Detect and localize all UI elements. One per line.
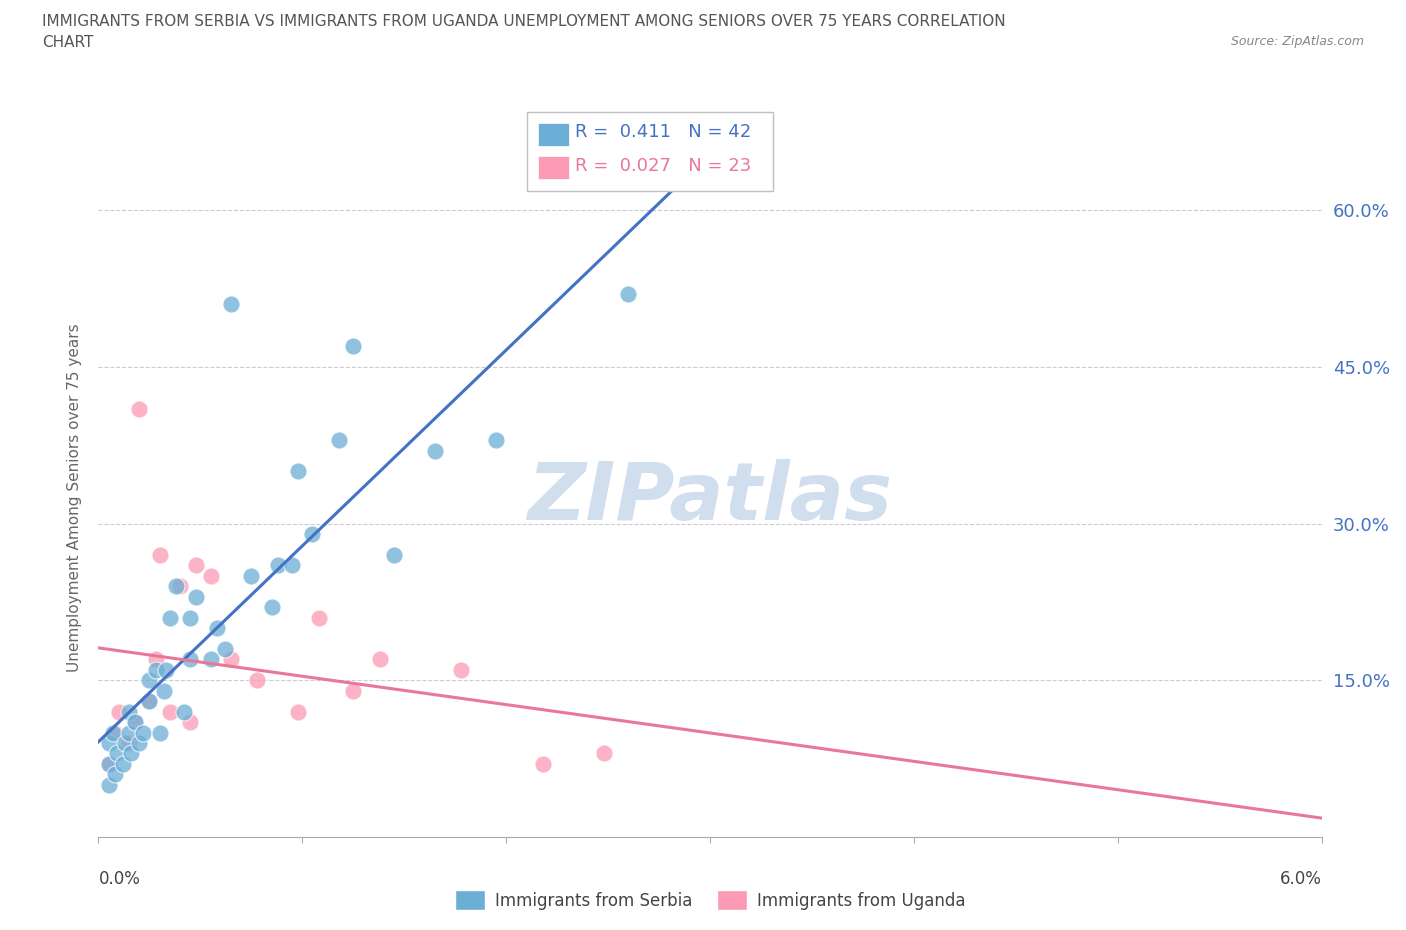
Point	[200, 652, 222, 667]
Point	[155, 662, 177, 677]
Point	[124, 714, 146, 729]
Point	[97, 777, 120, 792]
Point	[287, 464, 309, 479]
Text: Source: ZipAtlas.com: Source: ZipAtlas.com	[1230, 35, 1364, 48]
Point	[205, 620, 228, 635]
Point	[97, 736, 120, 751]
Point	[219, 297, 242, 312]
Point	[114, 736, 136, 751]
Text: IMMIGRANTS FROM SERBIA VS IMMIGRANTS FROM UGANDA UNEMPLOYMENT AMONG SENIORS OVER: IMMIGRANTS FROM SERBIA VS IMMIGRANTS FRO…	[42, 14, 1005, 29]
Point	[145, 652, 167, 667]
Point	[138, 694, 160, 709]
Point	[179, 714, 201, 729]
Point	[301, 526, 323, 541]
Point	[308, 610, 330, 625]
Point	[149, 548, 172, 563]
Text: 6.0%: 6.0%	[1279, 870, 1322, 887]
Point	[267, 558, 290, 573]
Point	[342, 684, 364, 698]
Point	[97, 756, 120, 771]
Point	[382, 548, 405, 563]
Point	[593, 746, 616, 761]
Point	[108, 704, 131, 719]
Point	[450, 662, 472, 677]
Point	[118, 704, 141, 719]
Point	[169, 578, 191, 593]
Point	[246, 673, 269, 688]
Point	[128, 402, 150, 417]
Point	[219, 652, 242, 667]
Point	[159, 704, 181, 719]
Point	[152, 684, 174, 698]
Y-axis label: Unemployment Among Seniors over 75 years: Unemployment Among Seniors over 75 years	[66, 324, 82, 671]
Text: R =  0.411   N = 42: R = 0.411 N = 42	[575, 123, 751, 141]
Point	[118, 736, 141, 751]
Point	[179, 610, 201, 625]
Point	[120, 746, 142, 761]
Point	[132, 725, 155, 740]
Point	[105, 746, 128, 761]
Point	[159, 610, 181, 625]
Text: CHART: CHART	[42, 35, 94, 50]
Point	[368, 652, 391, 667]
Point	[138, 694, 160, 709]
Point	[173, 704, 195, 719]
Point	[342, 339, 364, 353]
Point	[101, 725, 124, 740]
Point	[260, 600, 283, 615]
Point	[111, 756, 134, 771]
Point	[186, 558, 208, 573]
Point	[240, 568, 263, 583]
Point	[149, 725, 172, 740]
Point	[617, 286, 640, 301]
Point	[145, 662, 167, 677]
Text: R =  0.027   N = 23: R = 0.027 N = 23	[575, 156, 751, 175]
Point	[104, 767, 127, 782]
Point	[179, 652, 201, 667]
Point	[138, 673, 160, 688]
Point	[214, 642, 236, 657]
Point	[485, 432, 508, 447]
Text: 0.0%: 0.0%	[98, 870, 141, 887]
Point	[328, 432, 350, 447]
Point	[200, 568, 222, 583]
Point	[531, 756, 554, 771]
Point	[104, 725, 127, 740]
Point	[281, 558, 304, 573]
Point	[118, 725, 141, 740]
Point	[423, 443, 446, 458]
Point	[186, 590, 208, 604]
Point	[287, 704, 309, 719]
Point	[97, 756, 120, 771]
Legend: Immigrants from Serbia, Immigrants from Uganda: Immigrants from Serbia, Immigrants from …	[449, 884, 972, 917]
Point	[128, 736, 150, 751]
Point	[165, 578, 187, 593]
Text: ZIPatlas: ZIPatlas	[527, 458, 893, 537]
Point	[124, 714, 146, 729]
